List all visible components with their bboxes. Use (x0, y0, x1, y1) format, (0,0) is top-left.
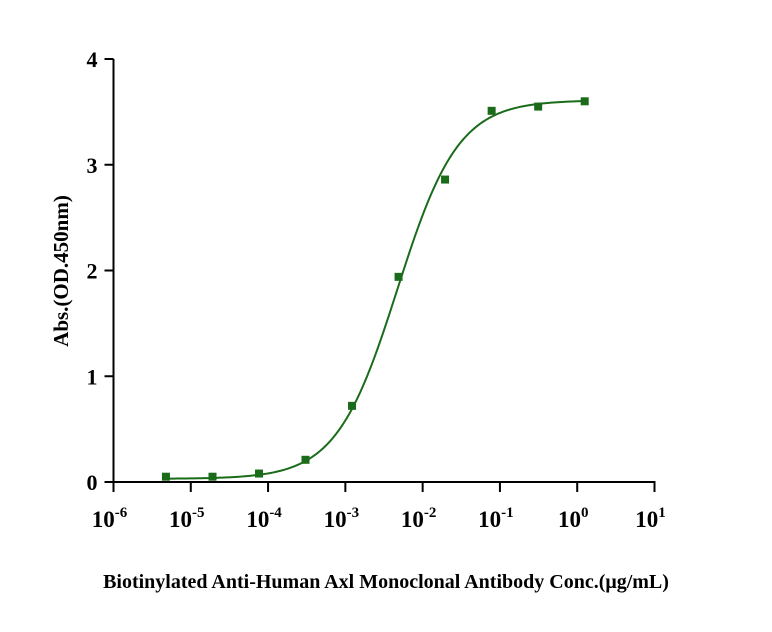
data-point (301, 455, 310, 464)
data-points-layer (161, 97, 589, 481)
y-tick-label: 0 (87, 470, 98, 495)
x-tick-label: 10-5 (169, 505, 205, 532)
data-point (394, 272, 403, 281)
data-point (534, 102, 543, 111)
y-axis-label: Abs.(OD.450nm) (49, 195, 73, 347)
axes: 0 1 2 3 4 10-6 10-5 10-4 10-3 10-2 10-1 100 101 (87, 47, 666, 532)
y-tick-label: 2 (87, 259, 98, 284)
y-tick-label: 3 (87, 153, 98, 178)
fit-curve (165, 100, 585, 480)
data-point (348, 401, 357, 410)
data-point (208, 472, 217, 481)
x-tick-label: 101 (635, 505, 666, 532)
x-tick-label: 10-2 (401, 505, 437, 532)
data-point (161, 472, 170, 481)
data-point (580, 97, 589, 106)
data-point (254, 469, 263, 478)
data-point (441, 175, 450, 184)
x-tick-label: 10-1 (478, 505, 514, 532)
data-point (487, 106, 496, 115)
y-tick-label: 1 (87, 364, 98, 389)
fit-curve-layer (165, 100, 585, 480)
x-tick-label: 10-3 (324, 505, 360, 532)
x-axis-label: Biotinylated Anti-Human Axl Monoclonal A… (103, 571, 669, 593)
y-tick-label: 4 (87, 47, 98, 72)
x-tick-label: 10-4 (246, 505, 282, 532)
x-tick-label: 10-6 (92, 505, 128, 532)
x-tick-label: 100 (558, 505, 589, 532)
